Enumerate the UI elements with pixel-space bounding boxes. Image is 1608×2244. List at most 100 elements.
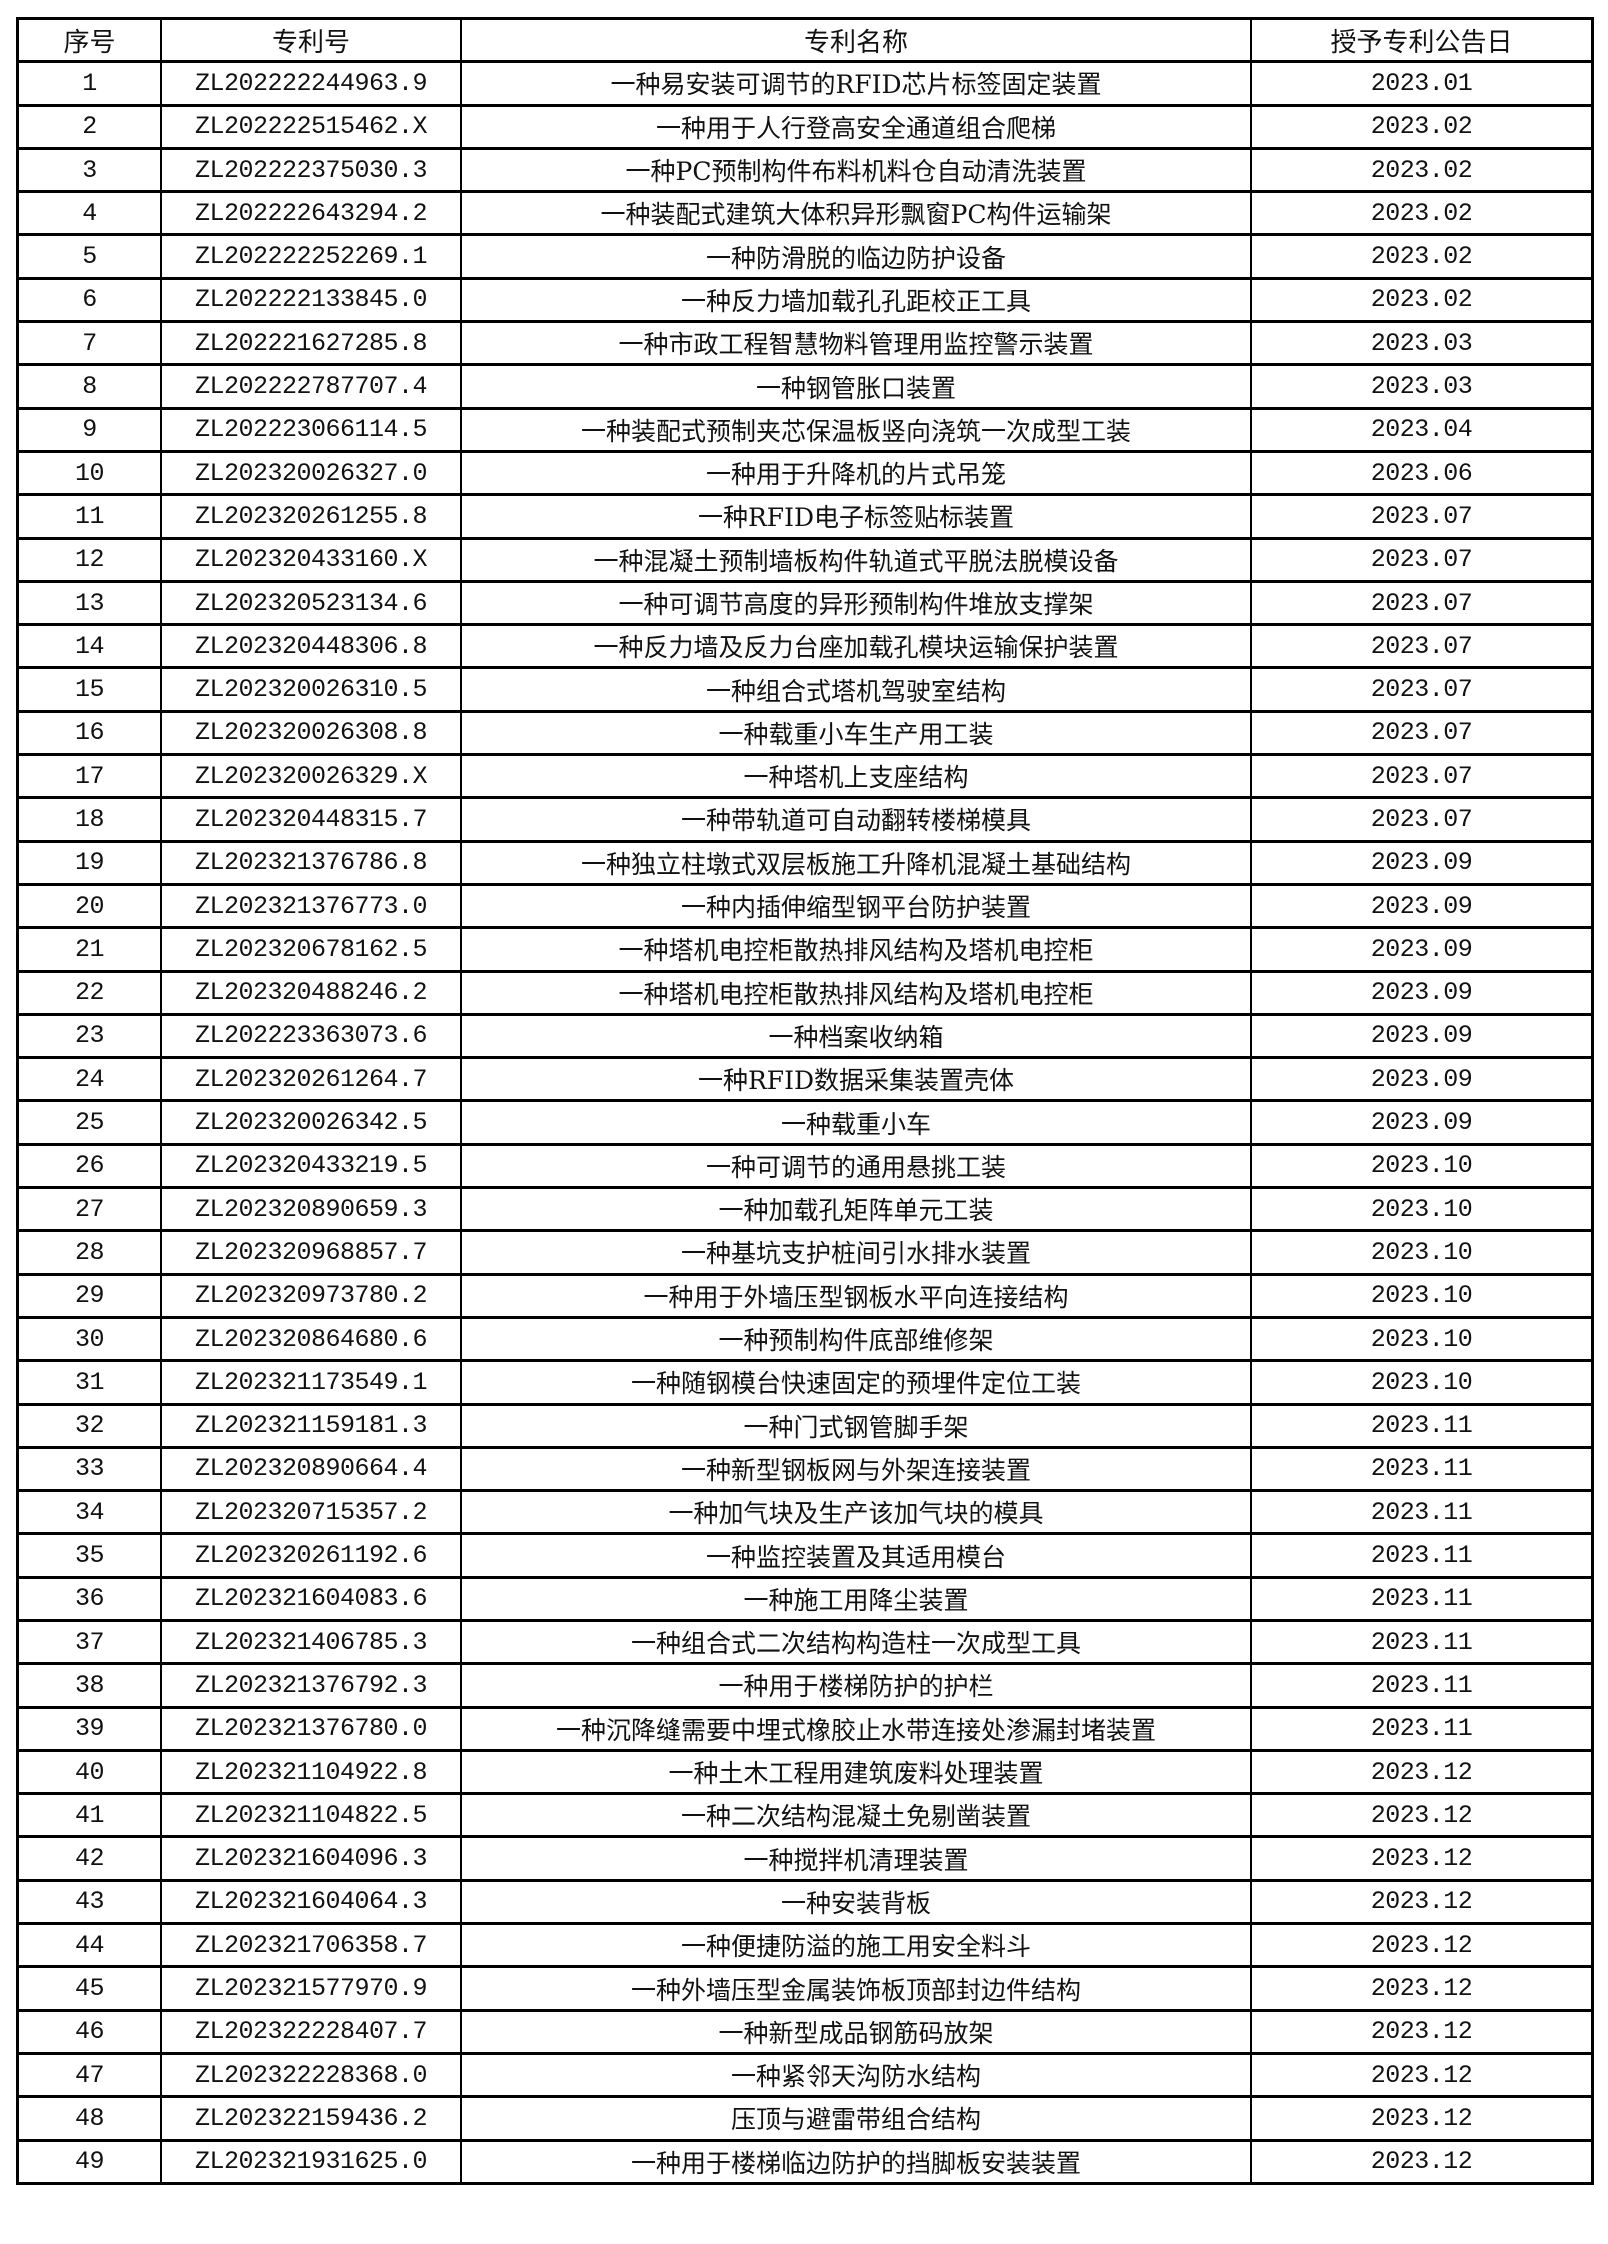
- cell-patent-number: ZL202320523134.6: [160, 580, 462, 626]
- table-row: 36 ZL202321604083.6 一种施工用降尘装置 2023.11: [16, 1576, 1594, 1622]
- cell-patent-name: 一种档案收纳箱: [460, 1013, 1252, 1059]
- cell-grant-date: 2023.07: [1250, 537, 1594, 583]
- cell-index: 7: [16, 320, 162, 366]
- cell-index: 47: [16, 2052, 162, 2098]
- cell-index: 1: [16, 60, 162, 107]
- cell-patent-name: 一种市政工程智慧物料管理用监控警示装置: [460, 320, 1252, 366]
- cell-grant-date: 2023.07: [1250, 623, 1594, 669]
- cell-patent-name: 一种监控装置及其适用模台: [460, 1532, 1252, 1579]
- cell-patent-name: 一种塔机电控柜散热排风结构及塔机电控柜: [460, 970, 1252, 1016]
- cell-patent-number: ZL202321376780.0: [160, 1706, 462, 1752]
- cell-grant-date: 2023.03: [1250, 363, 1594, 410]
- cell-patent-number: ZL202222515462.X: [160, 104, 462, 150]
- cell-grant-date: 2023.07: [1250, 796, 1594, 843]
- table-row: 1 ZL202222244963.9 一种易安装可调节的RFID芯片标签固定装置 20…: [16, 60, 1594, 107]
- table-row: 27 ZL202320890659.3 一种加载孔矩阵单元工装 2023.10: [16, 1186, 1594, 1232]
- cell-patent-number: ZL202322228407.7: [160, 2009, 462, 2055]
- table-row: 28 ZL202320968857.7 一种基坑支护桩间引水排水装置 2023.10: [16, 1229, 1594, 1276]
- cell-patent-number: ZL202320261255.8: [160, 493, 462, 540]
- cell-patent-name: 一种土木工程用建筑废料处理装置: [460, 1749, 1252, 1795]
- cell-grant-date: 2023.04: [1250, 407, 1594, 453]
- cell-patent-number: ZL202321104922.8: [160, 1749, 462, 1795]
- table-row: 32 ZL202321159181.3 一种门式钢管脚手架 2023.11: [16, 1402, 1594, 1449]
- table-row: 25 ZL202320026342.5 一种载重小车 2023.09: [16, 1099, 1594, 1146]
- cell-patent-number: ZL202321577970.9: [160, 1965, 462, 2012]
- table-row: 6 ZL202222133845.0 一种反力墙加载孔孔距校正工具 2023.02: [16, 277, 1594, 323]
- cell-grant-date: 2023.09: [1250, 1099, 1594, 1146]
- cell-patent-number: ZL202222375030.3: [160, 147, 462, 193]
- patent-table: 序号 专利号 专利名称 授予专利公告日 1 ZL202222244963.9 一种易…: [16, 17, 1594, 2185]
- cell-patent-number: ZL202320678162.5: [160, 926, 462, 973]
- cell-index: 43: [16, 1879, 162, 1925]
- cell-index: 8: [16, 363, 162, 410]
- table-row: 3 ZL202222375030.3 一种PC预制构件布料机料仓自动清洗装置 2023…: [16, 147, 1594, 193]
- cell-index: 15: [16, 666, 162, 713]
- cell-patent-number: ZL202320864680.6: [160, 1316, 462, 1362]
- cell-patent-name: 一种便捷防溢的施工用安全料斗: [460, 1922, 1252, 1968]
- cell-patent-name: 一种搅拌机清理装置: [460, 1835, 1252, 1882]
- cell-grant-date: 2023.11: [1250, 1662, 1594, 1709]
- table-row: 15 ZL202320026310.5 一种组合式塔机驾驶室结构 2023.07: [16, 666, 1594, 713]
- cell-grant-date: 2023.12: [1250, 1965, 1594, 2012]
- table-row: 45 ZL202321577970.9 一种外墙压型金属装饰板顶部封边件结构 2023…: [16, 1965, 1594, 2012]
- cell-patent-number: ZL202222244963.9: [160, 60, 462, 107]
- cell-patent-number: ZL202320715357.2: [160, 1489, 462, 1535]
- cell-index: 25: [16, 1099, 162, 1146]
- cell-patent-number: ZL202321604096.3: [160, 1835, 462, 1882]
- cell-patent-name: 一种RFID电子标签贴标装置: [460, 493, 1252, 540]
- cell-index: 42: [16, 1835, 162, 1882]
- cell-index: 41: [16, 1792, 162, 1838]
- table-row: 35 ZL202320261192.6 一种监控装置及其适用模台 2023.11: [16, 1532, 1594, 1579]
- cell-patent-name: 一种装配式预制夹芯保温板竖向浇筑一次成型工装: [460, 407, 1252, 453]
- cell-patent-name: 一种加气块及生产该加气块的模具: [460, 1489, 1252, 1535]
- cell-grant-date: 2023.10: [1250, 1229, 1594, 1276]
- cell-index: 45: [16, 1965, 162, 2012]
- cell-index: 40: [16, 1749, 162, 1795]
- cell-patent-number: ZL202320261192.6: [160, 1532, 462, 1579]
- cell-patent-name: 一种用于楼梯临边防护的挡脚板安装装置: [460, 2139, 1252, 2185]
- table-row: 22 ZL202320488246.2 一种塔机电控柜散热排风结构及塔机电控柜 202…: [16, 970, 1594, 1016]
- cell-index: 24: [16, 1056, 162, 1102]
- table-row: 41 ZL202321104822.5 一种二次结构混凝土免剔凿装置 2023.12: [16, 1792, 1594, 1838]
- cell-patent-number: ZL202320488246.2: [160, 970, 462, 1016]
- cell-patent-name: 一种防滑脱的临边防护设备: [460, 233, 1252, 280]
- cell-grant-date: 2023.12: [1250, 1879, 1594, 1925]
- cell-index: 29: [16, 1273, 162, 1319]
- cell-patent-number: ZL202222252269.1: [160, 233, 462, 280]
- table-row: 19 ZL202321376786.8 一种独立柱墩式双层板施工升降机混凝土基础结构…: [16, 840, 1594, 886]
- cell-grant-date: 2023.12: [1250, 1749, 1594, 1795]
- cell-patent-name: 一种组合式二次结构构造柱一次成型工具: [460, 1619, 1252, 1665]
- cell-patent-name: 一种用于外墙压型钢板水平向连接结构: [460, 1273, 1252, 1319]
- cell-patent-number: ZL202321376792.3: [160, 1662, 462, 1709]
- cell-patent-number: ZL202222643294.2: [160, 190, 462, 236]
- header-patent-name: 专利名称: [460, 17, 1252, 63]
- cell-grant-date: 2023.12: [1250, 2052, 1594, 2098]
- cell-patent-number: ZL202321173549.1: [160, 1359, 462, 1406]
- cell-patent-number: ZL202320890664.4: [160, 1446, 462, 1492]
- cell-patent-name: 一种施工用降尘装置: [460, 1576, 1252, 1622]
- cell-patent-name: 一种门式钢管脚手架: [460, 1402, 1252, 1449]
- cell-index: 23: [16, 1013, 162, 1059]
- cell-grant-date: 2023.02: [1250, 190, 1594, 236]
- cell-index: 28: [16, 1229, 162, 1276]
- table-row: 33 ZL202320890664.4 一种新型钢板网与外架连接装置 2023.11: [16, 1446, 1594, 1492]
- cell-index: 2: [16, 104, 162, 150]
- cell-index: 36: [16, 1576, 162, 1622]
- cell-index: 31: [16, 1359, 162, 1406]
- cell-patent-number: ZL202321104822.5: [160, 1792, 462, 1838]
- table-row: 42 ZL202321604096.3 一种搅拌机清理装置 2023.12: [16, 1835, 1594, 1882]
- cell-index: 35: [16, 1532, 162, 1579]
- cell-index: 20: [16, 883, 162, 929]
- cell-index: 9: [16, 407, 162, 453]
- cell-grant-date: 2023.11: [1250, 1402, 1594, 1449]
- cell-index: 10: [16, 450, 162, 496]
- cell-index: 44: [16, 1922, 162, 1968]
- table-row: 8 ZL202222787707.4 一种钢管胀口装置 2023.03: [16, 363, 1594, 410]
- cell-patent-number: ZL202320973780.2: [160, 1273, 462, 1319]
- cell-grant-date: 2023.07: [1250, 666, 1594, 713]
- cell-patent-name: 一种内插伸缩型钢平台防护装置: [460, 883, 1252, 929]
- cell-grant-date: 2023.11: [1250, 1489, 1594, 1535]
- cell-patent-number: ZL202321376786.8: [160, 840, 462, 886]
- cell-grant-date: 2023.07: [1250, 580, 1594, 626]
- cell-grant-date: 2023.11: [1250, 1446, 1594, 1492]
